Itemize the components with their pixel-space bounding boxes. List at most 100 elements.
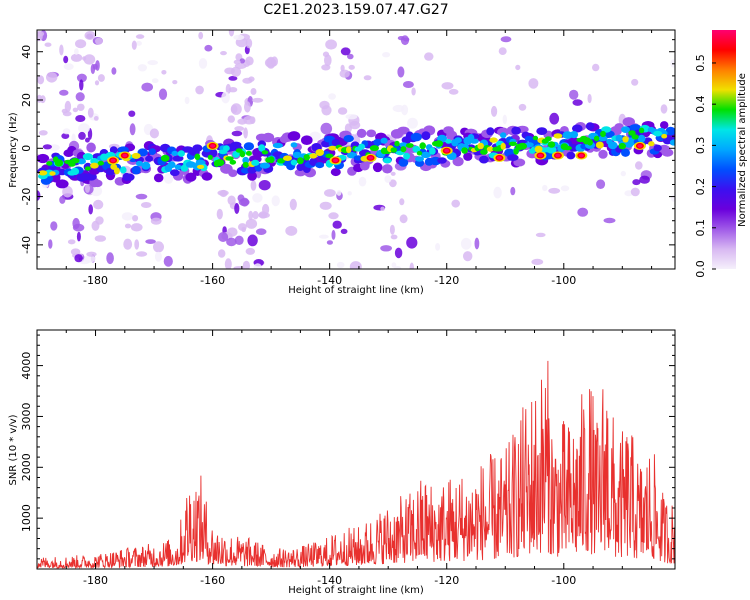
heatmap-blob xyxy=(141,161,151,170)
heatmap-blob xyxy=(451,199,461,208)
heatmap-blob xyxy=(228,76,238,81)
heatmap-blob xyxy=(486,146,494,152)
heatmap-blob xyxy=(243,115,255,125)
heatmap-blob xyxy=(74,254,83,263)
heatmap-blob xyxy=(128,110,136,117)
heatmap-blob xyxy=(319,234,329,239)
heatmap-blob xyxy=(380,206,385,211)
heatmap-blob xyxy=(292,151,302,159)
heatmap-blob xyxy=(75,92,85,102)
heatmap-blob xyxy=(221,91,230,104)
x-tick-label: -140 xyxy=(317,574,342,587)
heatmap-blob xyxy=(37,153,50,164)
heatmap-blob xyxy=(90,162,99,169)
heatmap-blob xyxy=(345,114,358,120)
heatmap-blob xyxy=(407,117,418,129)
heatmap-blob xyxy=(154,251,162,262)
heatmap-blob xyxy=(70,53,83,62)
heatmap-blob xyxy=(38,170,48,176)
heatmap-blob xyxy=(121,212,134,221)
snr-frame xyxy=(36,329,676,570)
heatmap-blob xyxy=(83,254,96,263)
heatmap-blob xyxy=(272,142,283,149)
heatmap-blob xyxy=(325,153,334,159)
heatmap-blob xyxy=(382,164,393,174)
heatmap-blob xyxy=(415,156,424,162)
heatmap-blob xyxy=(391,262,397,268)
heatmap-blob xyxy=(37,190,41,201)
heatmap-blob xyxy=(536,127,548,135)
heatmap-blob xyxy=(61,133,70,139)
heatmap-blob xyxy=(78,131,86,140)
heatmap-blob xyxy=(72,223,85,232)
figure-title: C2E1.2023.159.07.47.G27 xyxy=(263,2,448,18)
heatmap-blob xyxy=(528,78,539,89)
colorbar-tick-label: 0.0 xyxy=(694,260,707,278)
heatmap-blob xyxy=(226,237,237,247)
x-tick-label: -180 xyxy=(83,574,108,587)
heatmap-blob xyxy=(535,232,546,238)
heatmap-blob xyxy=(397,66,405,78)
heatmap-blob xyxy=(106,252,114,265)
heatmap-blob xyxy=(49,171,56,176)
heatmap-blob xyxy=(83,54,96,65)
y-tick-label: -20 xyxy=(20,188,33,206)
heatmap-blob xyxy=(223,145,230,152)
heatmap-blob xyxy=(113,167,120,175)
heatmap-blob xyxy=(271,56,278,67)
heatmap-blob xyxy=(572,124,583,133)
heatmap-blob xyxy=(445,139,452,144)
heatmap-blob xyxy=(340,228,348,234)
heatmap-blob xyxy=(77,103,85,112)
heatmap-blob xyxy=(531,258,544,265)
heatmap-blob xyxy=(637,134,646,143)
heatmap-blob xyxy=(227,227,238,237)
heatmap-blob xyxy=(62,185,73,198)
heatmap-blob xyxy=(123,238,133,250)
heatmap-blob xyxy=(135,193,148,200)
heatmap-blob xyxy=(441,82,454,90)
heatmap-blob xyxy=(195,85,204,95)
heatmap-blob xyxy=(287,131,301,141)
heatmap-blob xyxy=(145,239,156,245)
heatmap-peak xyxy=(637,144,643,148)
heatmap-blob xyxy=(572,99,583,106)
heatmap-blob xyxy=(251,159,260,166)
heatmap-blob xyxy=(358,143,366,150)
heatmap-blob xyxy=(227,115,235,123)
snr-ylabel: SNR (10 * v/v) xyxy=(8,414,19,485)
heatmap-blob xyxy=(192,144,203,152)
heatmap-blob xyxy=(322,51,330,58)
heatmap-blob xyxy=(390,147,398,153)
heatmap-blob xyxy=(452,156,464,167)
snr-series xyxy=(36,360,676,570)
heatmap-blob xyxy=(225,83,231,95)
heatmap-blob xyxy=(463,152,473,161)
heatmap-blob xyxy=(437,157,447,164)
colorbar-tick-label: 0.5 xyxy=(694,54,707,71)
heatmap-blob xyxy=(497,127,510,137)
heatmap-blob xyxy=(460,237,472,250)
heatmap-blob xyxy=(37,31,45,37)
spectrogram-ticks: -180 -160 -140 -120 -100 40 20 0 -20 -40 xyxy=(20,30,675,287)
heatmap-blob xyxy=(661,133,668,139)
colorbar-ticks: 0.0 0.1 0.2 0.3 0.4 0.5 xyxy=(694,54,716,278)
heatmap-blob xyxy=(63,63,74,70)
heatmap-blob xyxy=(153,241,164,253)
colorbar-tick-label: 0.3 xyxy=(694,137,707,155)
heatmap-blob xyxy=(596,179,606,189)
heatmap-blob xyxy=(315,162,325,169)
heatmap-blob xyxy=(493,186,502,199)
heatmap-blob xyxy=(532,135,539,141)
heatmap-blob xyxy=(461,147,468,154)
heatmap-blob xyxy=(135,160,143,167)
heatmap-blob xyxy=(622,117,635,127)
heatmap-blob xyxy=(239,58,245,64)
heatmap-blob xyxy=(348,64,355,70)
heatmap-blob xyxy=(255,228,267,235)
heatmap-blob xyxy=(64,100,72,113)
heatmap-blob xyxy=(405,143,414,148)
heatmap-blob xyxy=(394,266,402,269)
heatmap-cells xyxy=(37,30,675,269)
heatmap-blob xyxy=(635,161,643,170)
